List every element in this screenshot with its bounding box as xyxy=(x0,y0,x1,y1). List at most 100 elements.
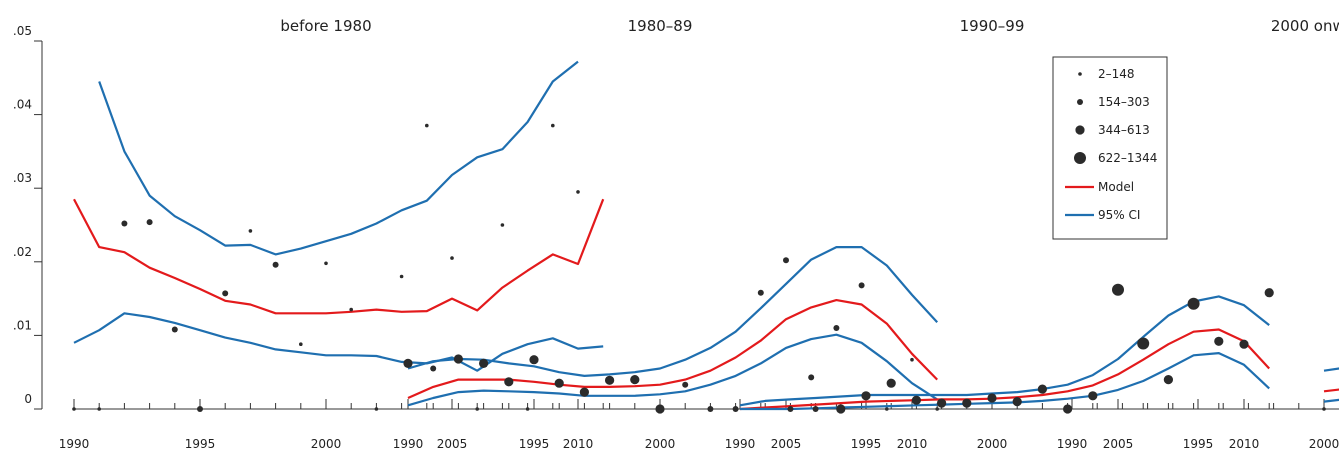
model-line xyxy=(73,198,605,315)
data-point xyxy=(1112,283,1124,296)
panel-2: 1980–89 1990 1995 2000 2005 2010 xyxy=(393,17,940,451)
data-point xyxy=(861,391,871,401)
data-point xyxy=(374,407,379,411)
data-point xyxy=(937,398,947,408)
data-point xyxy=(146,219,153,226)
data-point xyxy=(962,398,972,408)
panel-title: 2000 onwards xyxy=(1271,17,1339,35)
x-tick-label: 2005 xyxy=(1103,437,1134,451)
data-point xyxy=(886,378,896,388)
data-point xyxy=(812,406,819,412)
ci-upper-line xyxy=(739,295,1270,407)
data-point xyxy=(836,404,846,414)
data-point xyxy=(682,381,689,388)
data-point xyxy=(757,289,764,296)
x-tick-label: 2000 xyxy=(645,437,676,451)
data-point xyxy=(1037,384,1047,394)
x-tick-label: 2000 xyxy=(1309,437,1339,451)
y-tick-label: .03 xyxy=(13,171,32,185)
model-line xyxy=(739,328,1271,411)
data-point xyxy=(858,282,865,289)
data-point xyxy=(450,256,454,260)
data-point xyxy=(833,325,840,331)
data-point xyxy=(97,407,101,411)
data-point xyxy=(272,261,279,268)
data-point xyxy=(248,229,253,233)
data-point xyxy=(987,393,997,403)
data-point xyxy=(707,406,714,412)
y-axis: 0 .01 .02 .03 .04 .05 xyxy=(13,24,43,410)
data-point xyxy=(1187,297,1200,310)
y-tick-label: .01 xyxy=(13,318,32,332)
legend-size-1-marker xyxy=(1078,72,1082,76)
data-point xyxy=(554,378,564,388)
panel-1: before 1980 1990 1995 2000 2005 2010 xyxy=(59,17,606,451)
legend: 2–148 154–303 344–613 622–1344 Model 95%… xyxy=(1052,56,1168,240)
panel-title: before 1980 xyxy=(280,17,371,35)
data-point xyxy=(299,342,303,347)
ci-lower-line xyxy=(740,352,1270,411)
x-tick-label: 2005 xyxy=(771,437,802,451)
data-point xyxy=(1239,339,1249,349)
data-point xyxy=(605,375,615,385)
data-point xyxy=(910,357,914,362)
panel-title: 1980–89 xyxy=(628,17,693,35)
x-tick-label: 2000 xyxy=(977,437,1008,451)
ci-lower-line xyxy=(407,333,938,407)
data-point xyxy=(500,223,505,227)
y-tick-label: 0 xyxy=(24,392,32,406)
legend-size-1-label: 2–148 xyxy=(1098,67,1135,81)
ci-lower-line xyxy=(1323,398,1339,403)
x-tick-label: 1990 xyxy=(393,437,424,451)
data-point xyxy=(1012,397,1022,407)
data-point xyxy=(1264,288,1274,298)
data-point xyxy=(1063,404,1073,414)
data-point xyxy=(1163,375,1173,385)
legend-size-4-marker xyxy=(1074,152,1086,164)
legend-size-3-marker xyxy=(1075,125,1085,135)
ci-upper-line xyxy=(98,60,579,256)
panel-4: 2000 onwards 1990 1995 2000 2005 2010 xyxy=(1057,17,1339,451)
x-tick-label: 1990 xyxy=(725,437,756,451)
data-point xyxy=(1322,407,1326,411)
data-point xyxy=(1088,391,1098,401)
ci-upper-line xyxy=(1323,367,1339,372)
data-point xyxy=(579,387,590,397)
data-point xyxy=(576,190,580,194)
data-point xyxy=(324,261,328,266)
data-point xyxy=(197,406,203,412)
y-tick-label: .05 xyxy=(13,24,32,38)
data-point xyxy=(529,355,539,365)
x-tick-label: 1995 xyxy=(185,437,216,451)
data-point xyxy=(403,358,413,368)
data-point xyxy=(504,377,514,387)
x-tick-label: 2010 xyxy=(1229,437,1260,451)
data-point xyxy=(1137,337,1150,350)
x-tick-label: 2010 xyxy=(897,437,928,451)
data-point xyxy=(72,407,76,411)
data-point xyxy=(911,395,922,405)
data-point xyxy=(171,326,178,333)
x-tick-label: 1990 xyxy=(59,437,90,451)
x-tick-label: 1995 xyxy=(1183,437,1214,451)
data-point xyxy=(732,406,739,412)
legend-size-2-label: 154–303 xyxy=(1098,95,1150,109)
x-tick-label: 1990 xyxy=(1057,437,1088,451)
y-tick-label: .02 xyxy=(13,245,32,259)
data-point xyxy=(425,123,429,128)
data-point xyxy=(551,123,555,128)
ci-upper-line xyxy=(407,246,939,377)
legend-size-3-label: 344–613 xyxy=(1098,123,1150,137)
legend-ci-label: 95% CI xyxy=(1098,208,1140,222)
panel-title: 1990–99 xyxy=(960,17,1025,35)
data-point xyxy=(479,358,489,368)
x-tick-label: 1995 xyxy=(519,437,550,451)
data-point xyxy=(655,404,665,414)
panel-3: 1990–99 1990 1995 2000 2005 2010 xyxy=(725,17,1274,451)
data-point xyxy=(349,307,354,312)
legend-box xyxy=(1052,56,1168,240)
y-tick-label: .04 xyxy=(13,98,32,112)
legend-model-label: Model xyxy=(1098,180,1134,194)
x-tick-label: 2010 xyxy=(563,437,594,451)
